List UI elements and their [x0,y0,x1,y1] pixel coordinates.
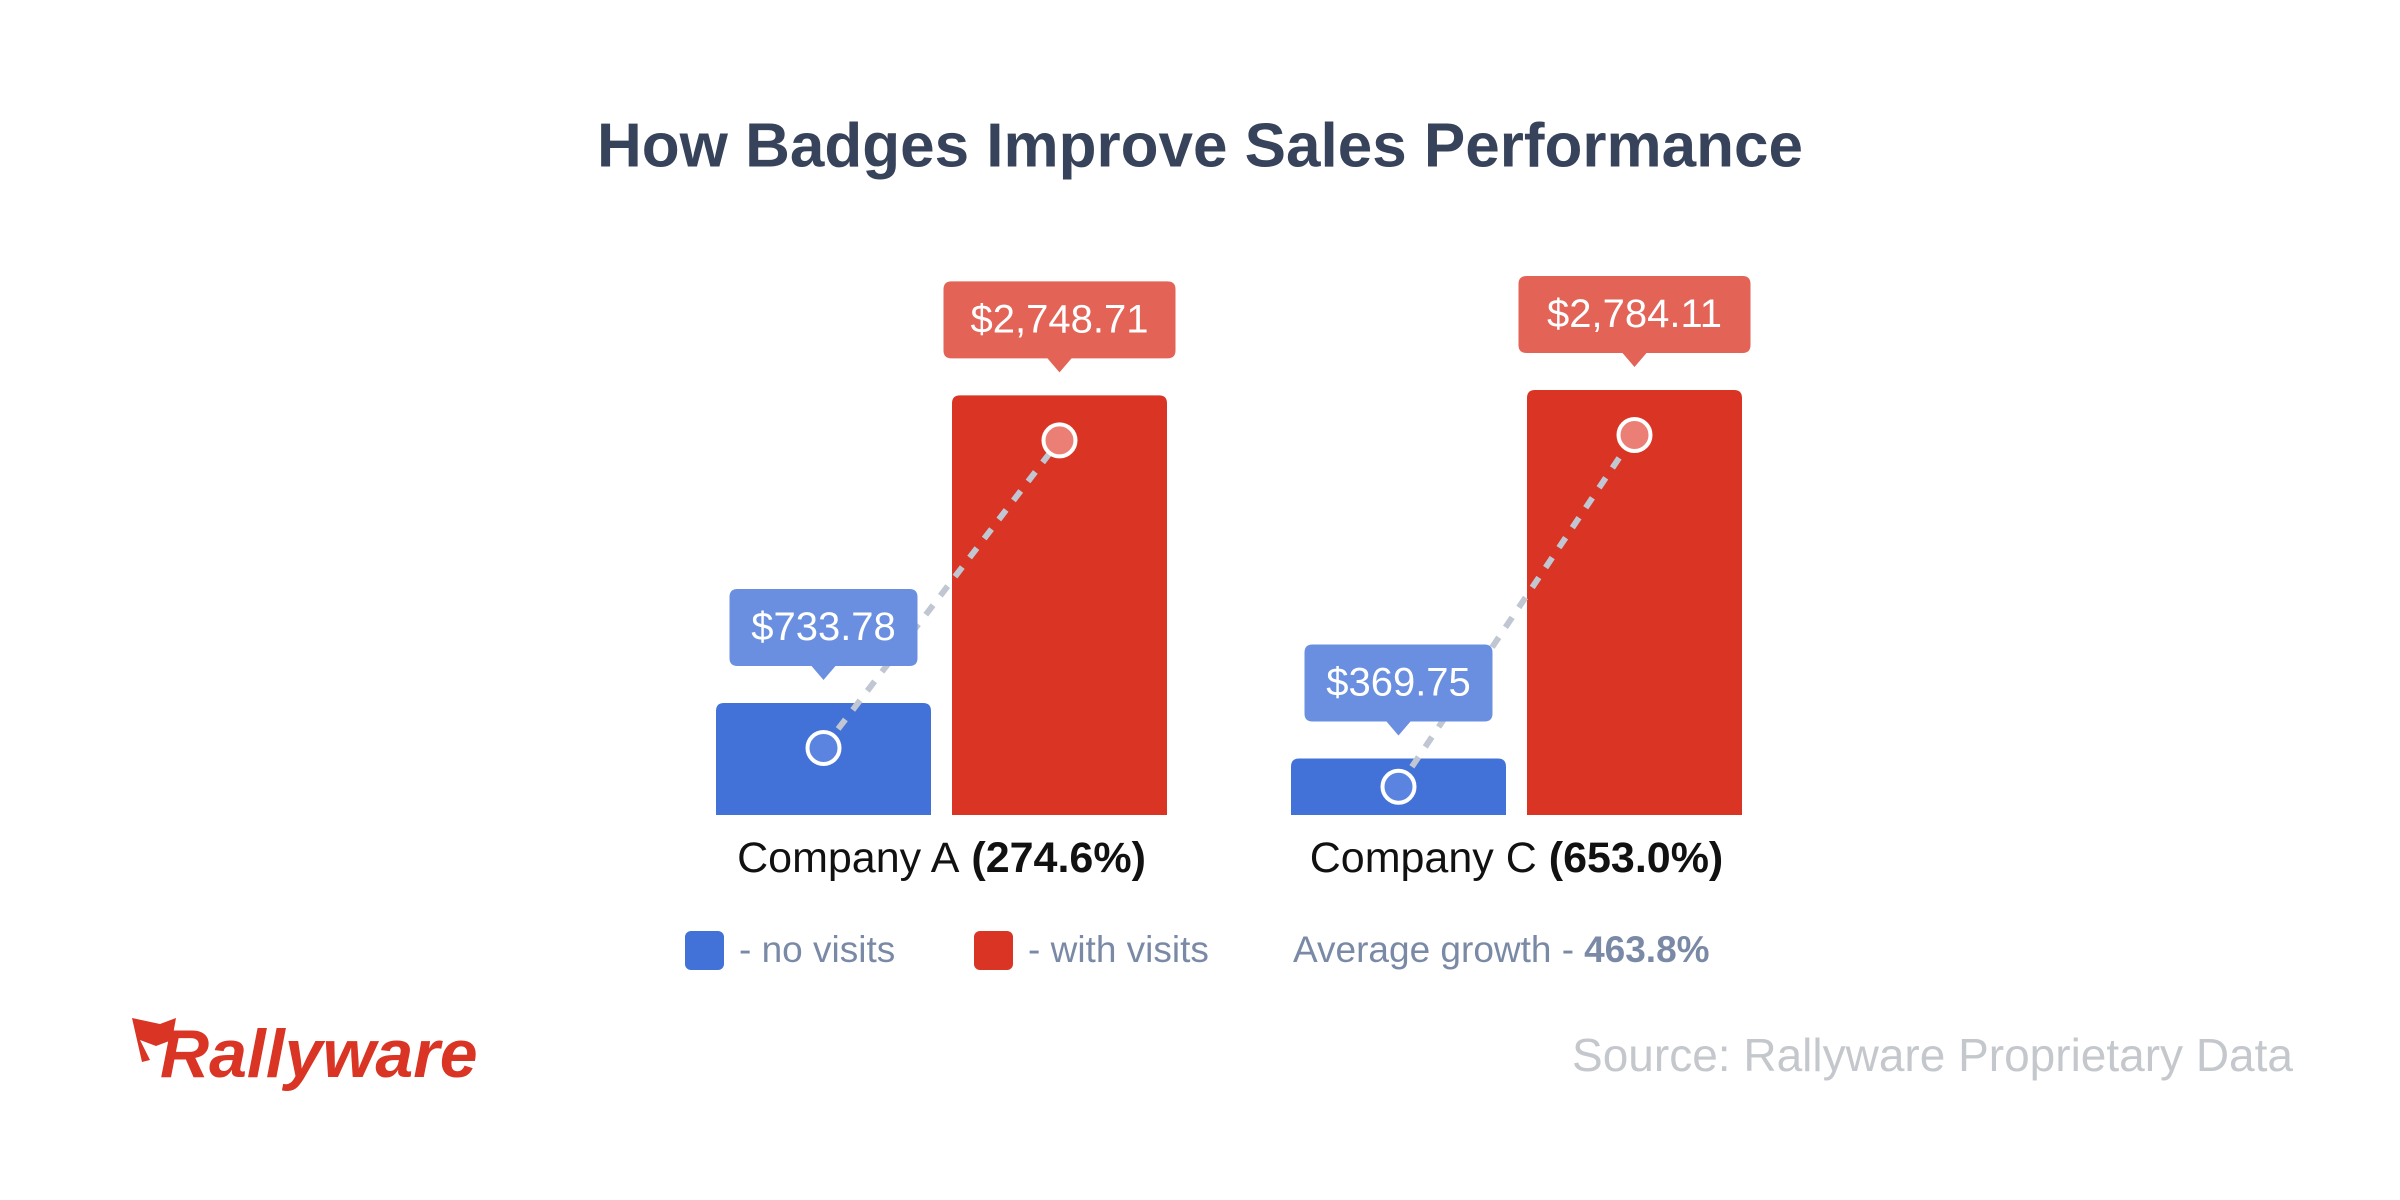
legend-swatch [974,931,1013,970]
value-label: $2,784.11 [1547,292,1722,336]
growth-label: (274.6%) [971,834,1145,882]
dot [1041,422,1078,459]
average-label: Average growth - [1293,929,1574,970]
average-growth: Average growth -463.8% [1293,929,1710,970]
category-label: Company C (653.0%) [1310,834,1724,882]
value-callout [943,281,1176,373]
value-label: $369.75 [1326,661,1471,705]
value-callout [1518,276,1751,367]
logo: Rallyware [132,1016,478,1092]
connector [821,438,1062,750]
dot [805,729,842,766]
growth-label: (653.0%) [1549,834,1723,882]
value-callout [1304,644,1493,736]
legend-swatch [685,931,724,970]
chart-title: How Badges Improve Sales Performance [597,111,1803,180]
category-label: Company A (274.6%) [737,834,1146,882]
average-value: 463.8% [1584,929,1710,970]
logo-flag [132,1018,176,1062]
legend-label: - no visits [739,929,895,970]
logo-text: Rallyware [160,1016,478,1092]
category-name: Company C [1310,834,1537,882]
dot [1380,768,1417,805]
legend-label: - with visits [1028,929,1209,970]
value-callout [729,588,918,680]
value-label: $733.78 [751,605,896,649]
value-label: $2,748.71 [971,297,1149,341]
bar [1527,390,1742,815]
bar [952,395,1167,815]
source: Source: Rallyware Proprietary Data [1572,1029,2293,1081]
dot [1616,417,1653,453]
category-name: Company A [737,834,960,882]
